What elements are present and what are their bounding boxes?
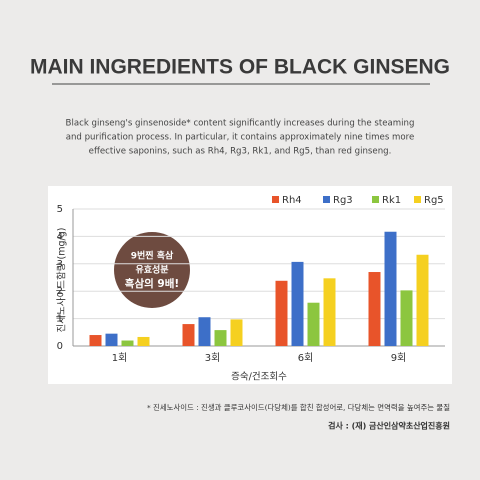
x-axis-label: 증숙/건조회수 [231,372,287,383]
bar [105,333,118,346]
bar [182,324,195,346]
badge [114,232,190,308]
legend-label: Rk1 [382,195,401,206]
page-title: MAIN INGREDIENTS OF BLACK GINSENG [30,56,450,79]
badge-text: 9번찐 흑삼 [131,250,174,262]
bar [416,254,429,346]
description-line: Black ginseng's ginsenoside* content sig… [66,119,415,129]
badge-text: 유효성분 [135,264,168,276]
bar [275,280,288,346]
x-tick-label: 3회 [205,352,221,364]
bar [121,340,134,346]
y-tick-label: 2 [57,286,63,297]
legend-label: Rh4 [282,195,302,206]
legend-swatch [372,196,379,203]
bar [198,317,211,346]
y-tick-label: 4 [57,231,63,242]
y-tick-label: 0 [57,341,63,352]
y-tick-label: 1 [57,314,63,325]
bar [214,330,227,346]
bar [230,319,243,346]
description-line: and purification process. In particular,… [66,133,415,143]
y-axis-label: 진세노사이드함량 (mg/g) [56,228,68,333]
legend-label: Rg5 [424,195,444,206]
x-tick-label: 9회 [391,352,407,364]
legend-swatch [323,196,330,203]
bar [89,335,102,346]
badge-text: 흑삼의 9배! [125,277,179,290]
legend-swatch [272,196,279,203]
footnote: * 진세노사이드 : 진생과 클루코사이드(다당체)를 합친 합성어로, 다당체… [147,403,450,412]
x-tick-label: 6회 [298,352,314,364]
x-tick-label: 1회 [112,352,128,364]
y-tick-label: 5 [57,204,63,215]
legend-swatch [414,196,421,203]
bar [368,272,381,346]
bar [137,336,150,346]
legend-label: Rg3 [333,195,353,206]
description-line: effective saponins, such as Rh4, Rg3, Rk… [89,147,392,157]
y-tick-label: 3 [57,259,63,270]
bar [384,231,397,346]
bar [307,302,320,346]
bar [400,290,413,346]
bar [291,261,304,346]
source: 검사 : (재) 금산인삼약초산업진흥원 [328,421,450,431]
description: Black ginseng's ginsenoside* content sig… [66,119,415,157]
bar [323,278,336,346]
